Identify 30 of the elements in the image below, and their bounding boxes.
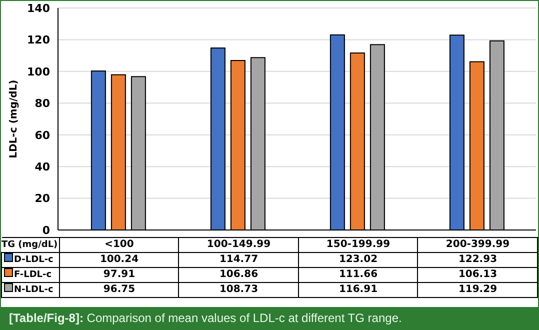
x-tick-label: 150-199.99 <box>298 238 418 252</box>
legend-label: D-LDL-c <box>2 252 60 268</box>
x-axis-title: TG (mg/dL) <box>2 238 60 252</box>
data-label: 111.66 <box>298 268 418 282</box>
legend-label: F-LDL-c <box>2 268 60 282</box>
data-label: 123.02 <box>298 252 418 268</box>
y-tick-label: 20 <box>34 192 50 206</box>
y-axis-title: LDL-c (mg/dL) <box>8 80 20 158</box>
data-label: 106.13 <box>418 268 538 282</box>
y-tick-label: 140 <box>27 2 50 15</box>
data-label: 97.91 <box>59 268 179 282</box>
y-tick-label: 120 <box>27 34 50 47</box>
data-label: 108.73 <box>178 282 298 298</box>
y-tick-label: 40 <box>34 160 50 174</box>
data-label: 122.93 <box>418 252 538 268</box>
data-label: 106.86 <box>178 268 298 282</box>
y-tick-label: 100 <box>27 65 50 78</box>
text: [Table/Fig-8]: Comparison of mean values of LDL-c at different TG range. <box>9 311 402 325</box>
x-tick-label: <100 <box>59 238 179 252</box>
data-label: 116.91 <box>298 282 418 298</box>
y-tick-label: 0 <box>42 224 50 237</box>
x-tick-label: 200-399.99 <box>418 238 538 252</box>
y-tick-label: 60 <box>34 128 50 142</box>
data-label: 96.75 <box>59 282 179 298</box>
legend-label: N-LDL-c <box>2 282 60 298</box>
y-tick-label: 80 <box>34 97 50 110</box>
data-label: 114.77 <box>178 252 298 268</box>
data-label: 119.29 <box>418 282 538 298</box>
x-tick-label: 100-149.99 <box>178 238 298 252</box>
data-label: 100.24 <box>59 252 179 268</box>
